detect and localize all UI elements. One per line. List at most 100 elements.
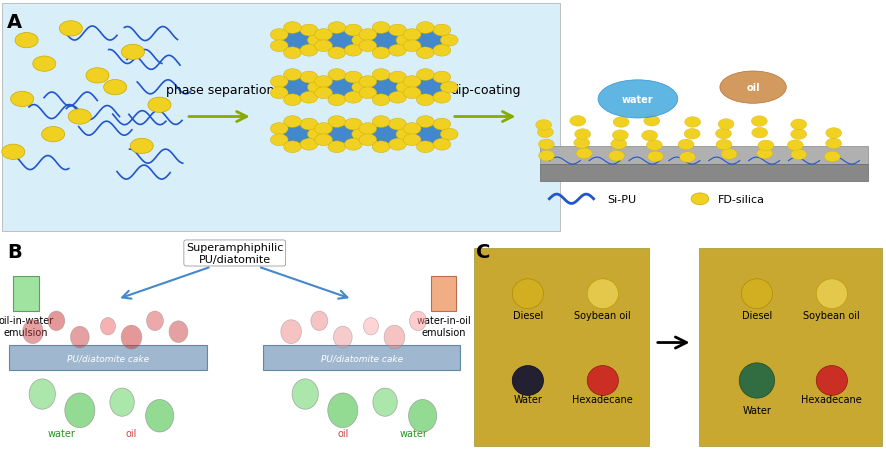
- Circle shape: [440, 82, 458, 94]
- Circle shape: [352, 35, 369, 47]
- Circle shape: [328, 23, 346, 34]
- Circle shape: [372, 142, 390, 153]
- Circle shape: [328, 69, 346, 81]
- Circle shape: [284, 32, 310, 50]
- Circle shape: [403, 77, 421, 88]
- Circle shape: [68, 110, 91, 125]
- Circle shape: [29, 379, 56, 410]
- FancyBboxPatch shape: [10, 345, 206, 370]
- Text: Water: Water: [514, 394, 542, 404]
- Circle shape: [284, 95, 301, 106]
- Circle shape: [433, 45, 451, 57]
- Text: water-in-oil
emulsion: water-in-oil emulsion: [416, 316, 471, 337]
- Ellipse shape: [512, 366, 543, 396]
- Circle shape: [328, 95, 346, 106]
- Circle shape: [292, 379, 318, 410]
- Text: oil: oil: [126, 428, 137, 438]
- Circle shape: [403, 41, 421, 52]
- Circle shape: [100, 318, 115, 335]
- Circle shape: [389, 119, 407, 131]
- Circle shape: [11, 92, 34, 107]
- Text: Water: Water: [742, 405, 772, 415]
- Circle shape: [345, 139, 362, 151]
- Circle shape: [270, 124, 288, 135]
- Circle shape: [570, 116, 586, 127]
- Circle shape: [22, 320, 43, 344]
- FancyBboxPatch shape: [431, 277, 456, 311]
- Circle shape: [345, 25, 362, 37]
- Circle shape: [612, 130, 628, 141]
- Circle shape: [2, 145, 25, 160]
- Text: PU/diatomite cake: PU/diatomite cake: [321, 354, 402, 363]
- Circle shape: [385, 326, 405, 349]
- Circle shape: [281, 320, 301, 344]
- Ellipse shape: [512, 279, 543, 309]
- Text: B: B: [7, 243, 22, 262]
- Circle shape: [284, 142, 301, 153]
- Circle shape: [359, 77, 377, 88]
- Ellipse shape: [587, 366, 618, 396]
- Circle shape: [389, 92, 407, 104]
- Circle shape: [300, 119, 318, 131]
- Circle shape: [389, 45, 407, 57]
- Text: Superamphiphilic
PU/diatomite: Superamphiphilic PU/diatomite: [186, 243, 284, 264]
- Text: water: water: [47, 428, 75, 438]
- Circle shape: [372, 126, 399, 143]
- Circle shape: [59, 22, 82, 37]
- Circle shape: [610, 139, 626, 150]
- Circle shape: [42, 127, 65, 143]
- Circle shape: [644, 116, 660, 127]
- Text: phase separation: phase separation: [166, 84, 274, 97]
- Circle shape: [396, 35, 414, 47]
- Circle shape: [751, 116, 767, 127]
- Circle shape: [315, 87, 332, 99]
- FancyBboxPatch shape: [263, 345, 460, 370]
- Circle shape: [315, 77, 332, 88]
- Circle shape: [433, 92, 451, 104]
- Circle shape: [826, 129, 842, 139]
- Circle shape: [408, 400, 437, 432]
- Circle shape: [389, 72, 407, 84]
- Circle shape: [389, 139, 407, 151]
- Circle shape: [352, 82, 369, 94]
- Circle shape: [359, 41, 377, 52]
- Circle shape: [300, 139, 318, 151]
- Circle shape: [416, 79, 443, 97]
- Ellipse shape: [816, 366, 848, 396]
- Circle shape: [718, 120, 734, 130]
- Circle shape: [824, 152, 840, 162]
- Circle shape: [300, 92, 318, 104]
- Ellipse shape: [742, 279, 773, 309]
- Circle shape: [300, 72, 318, 84]
- Text: oil: oil: [746, 83, 760, 93]
- Bar: [474, 248, 649, 446]
- Circle shape: [372, 69, 390, 81]
- Circle shape: [680, 152, 696, 163]
- Circle shape: [345, 72, 362, 84]
- Circle shape: [416, 48, 434, 60]
- Circle shape: [270, 134, 288, 146]
- Circle shape: [575, 129, 591, 140]
- Circle shape: [416, 23, 434, 34]
- Circle shape: [641, 131, 657, 142]
- Text: oil-in-water
emulsion: oil-in-water emulsion: [0, 316, 53, 337]
- Circle shape: [574, 138, 590, 149]
- Circle shape: [691, 193, 709, 205]
- Circle shape: [363, 318, 378, 335]
- Text: Si-PU: Si-PU: [607, 194, 636, 204]
- Circle shape: [284, 48, 301, 60]
- Circle shape: [758, 141, 774, 152]
- Text: dip-coating: dip-coating: [450, 84, 521, 97]
- Circle shape: [403, 134, 421, 146]
- Circle shape: [791, 120, 807, 130]
- Circle shape: [373, 388, 397, 416]
- Circle shape: [648, 152, 664, 162]
- Circle shape: [328, 48, 346, 60]
- Circle shape: [307, 82, 325, 94]
- Circle shape: [416, 69, 434, 81]
- Circle shape: [684, 129, 700, 140]
- Circle shape: [757, 149, 773, 159]
- Circle shape: [284, 23, 301, 34]
- Circle shape: [328, 142, 346, 153]
- Circle shape: [328, 79, 354, 97]
